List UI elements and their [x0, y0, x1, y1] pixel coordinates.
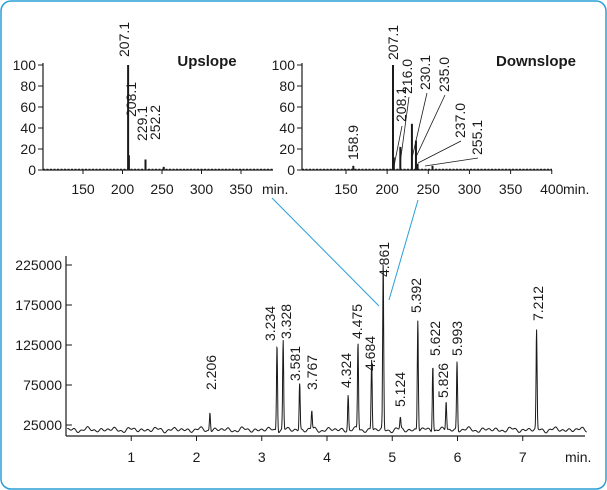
downslope-spectrum: 0 20 40 60 80 100 150 200 250 300 350 400 min. Downsl…	[272, 25, 590, 197]
downslope-peak-label: 237.0	[452, 103, 468, 138]
chromatogram-trace	[67, 264, 587, 434]
chromatogram: 25000 75000 125000 175000 225000 1 2 3 4 5 6 7 min. 2…	[15, 242, 591, 465]
chromatogram-y-tick-label: 75000	[23, 377, 62, 393]
upslope-connector	[271, 197, 380, 307]
chromatogram-peak-label: 5.993	[449, 321, 465, 356]
downslope-callout-line	[393, 125, 403, 167]
downslope-x-tick-label: 300	[458, 181, 482, 197]
chromatogram-x-tick-label: 6	[454, 449, 462, 465]
upslope-y-tick-label: 80	[20, 78, 36, 94]
upslope-y-tick-label: 20	[20, 141, 36, 157]
chromatogram-y-tick-label: 225000	[15, 257, 62, 273]
downslope-peak-label: 255.1	[469, 120, 485, 155]
upslope-x-tick-label: 200	[111, 181, 135, 197]
upslope-y-tick-label: 60	[20, 99, 36, 115]
downslope-y-tick-label: 60	[279, 99, 295, 115]
upslope-peak-label: 208.1	[123, 82, 139, 117]
downslope-y-tick-label: 80	[279, 78, 295, 94]
chromatogram-y-tick-label: 125000	[15, 337, 62, 353]
chromatogram-peak-label: 4.475	[349, 304, 365, 339]
peak-connectors	[271, 197, 419, 307]
upslope-y-tick-label: 0	[28, 162, 36, 178]
downslope-callout-line	[399, 96, 410, 165]
chromatogram-x-tick-label: 2	[193, 449, 201, 465]
downslope-peak-label: 235.0	[436, 57, 452, 92]
upslope-x-tick-label: 250	[150, 181, 174, 197]
downslope-y-tick-label: 100	[272, 57, 296, 73]
upslope-x-tick-label: 350	[229, 181, 253, 197]
chromatogram-x-tick-label: 4	[323, 449, 331, 465]
chromatogram-peak-label: 5.392	[408, 278, 424, 313]
downslope-x-tick-label: 400	[540, 181, 564, 197]
chromatogram-y-tick-label: 25000	[23, 417, 62, 433]
downslope-peak-label: 158.9	[345, 125, 361, 160]
chromatogram-peak-label: 4.324	[338, 353, 354, 388]
downslope-peak-label: 208.1	[393, 87, 409, 122]
chromatogram-peak-label: 5.826	[435, 363, 451, 398]
downslope-peak-label: 207.1	[385, 25, 401, 60]
upslope-peak-label: 207.1	[116, 22, 132, 57]
downslope-callout-line	[424, 157, 479, 167]
downslope-callout-line	[417, 140, 462, 164]
chromatogram-peak-label: 4.861	[376, 242, 392, 277]
upslope-y-tick-label: 40	[20, 120, 36, 136]
chromatogram-x-tick-label: 3	[258, 449, 266, 465]
upslope-peak-label: 252.2	[147, 105, 163, 140]
downslope-y-tick-label: 20	[279, 141, 295, 157]
downslope-title: Downslope	[496, 53, 576, 70]
downslope-y-tick-label: 40	[279, 120, 295, 136]
chromatogram-x-tick-label: 5	[388, 449, 396, 465]
downslope-x-tick-label: 250	[417, 181, 441, 197]
chromatogram-peak-label: 2.206	[203, 355, 219, 390]
chromatogram-x-tick-label: 1	[127, 449, 135, 465]
chromatogram-peak-label: 5.622	[427, 321, 443, 356]
downslope-peak-label: 216.0	[399, 59, 415, 94]
chromatogram-y-tick-label: 175000	[15, 297, 62, 313]
upslope-x-tick-label: 150	[71, 181, 95, 197]
chromatogram-peak-label: 4.684	[362, 336, 378, 371]
upslope-spectrum: 0 20 40 60 80 100 150 200 250 300 350 min. Upslope 20…	[13, 22, 289, 197]
upslope-x-tick-label: 300	[190, 181, 214, 197]
chromatogram-peak-label: 5.124	[392, 372, 408, 407]
upslope-peak-label: 229.1	[134, 106, 150, 141]
downslope-callout-line	[415, 94, 446, 158]
downslope-x-tick-label: 350	[499, 181, 523, 197]
downslope-callout-line	[411, 92, 428, 159]
upslope-y-tick-label: 100	[13, 57, 37, 73]
chromatogram-peak-label: 3.767	[304, 355, 320, 390]
downslope-x-axis-unit: min.	[563, 181, 589, 197]
downslope-y-tick-label: 0	[287, 162, 295, 178]
downslope-peak-label: 230.1	[417, 55, 433, 90]
chromatogram-peak-label: 3.234	[262, 306, 278, 341]
chromatogram-peak-label: 7.212	[530, 286, 546, 321]
chromatogram-peak-label: 3.328	[278, 304, 294, 339]
upslope-x-axis-unit: min.	[262, 181, 288, 197]
downslope-connector	[388, 199, 419, 301]
downslope-x-tick-label: 150	[334, 181, 358, 197]
chromatogram-x-axis-unit: min.	[565, 449, 591, 465]
chromatogram-x-tick-label: 7	[519, 449, 527, 465]
chromatogram-peak-label: 3.581	[287, 346, 303, 381]
upslope-title: Upslope	[177, 53, 236, 70]
downslope-x-tick-label: 200	[375, 181, 399, 197]
